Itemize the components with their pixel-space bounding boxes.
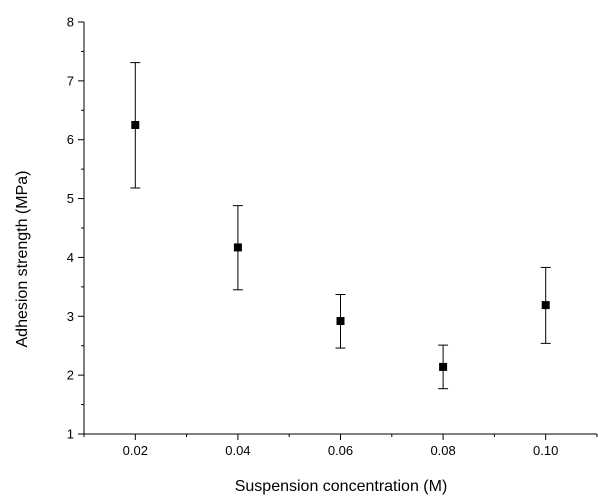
data-point (439, 362, 448, 371)
x-tick-label: 0.04 (225, 443, 250, 458)
y-tick-label: 1 (67, 427, 74, 442)
y-tick-label: 5 (67, 191, 74, 206)
ticks: 0.02 0.04 0.06 0.08 0.10 1 2 3 4 5 6 7 8 (67, 15, 598, 458)
y-tick-label: 2 (67, 368, 74, 383)
data-marks (130, 62, 551, 390)
data-point (336, 316, 345, 325)
data-point (541, 301, 550, 310)
y-tick-label: 3 (67, 309, 74, 324)
y-tick-label: 7 (67, 73, 74, 88)
x-tick-label: 0.02 (123, 443, 148, 458)
y-tick-label: 8 (67, 15, 74, 30)
x-tick-label: 0.10 (533, 443, 558, 458)
y-tick-label: 4 (67, 250, 74, 265)
x-axis-title: Suspension concentration (M) (235, 478, 448, 495)
y-axis-title: Adhesion strength (MPa) (14, 171, 31, 348)
axes (83, 22, 597, 435)
x-tick-label: 0.08 (430, 443, 455, 458)
data-point (233, 243, 242, 252)
x-tick-label: 0.06 (328, 443, 353, 458)
y-tick-label: 6 (67, 132, 74, 147)
data-point (131, 121, 140, 129)
